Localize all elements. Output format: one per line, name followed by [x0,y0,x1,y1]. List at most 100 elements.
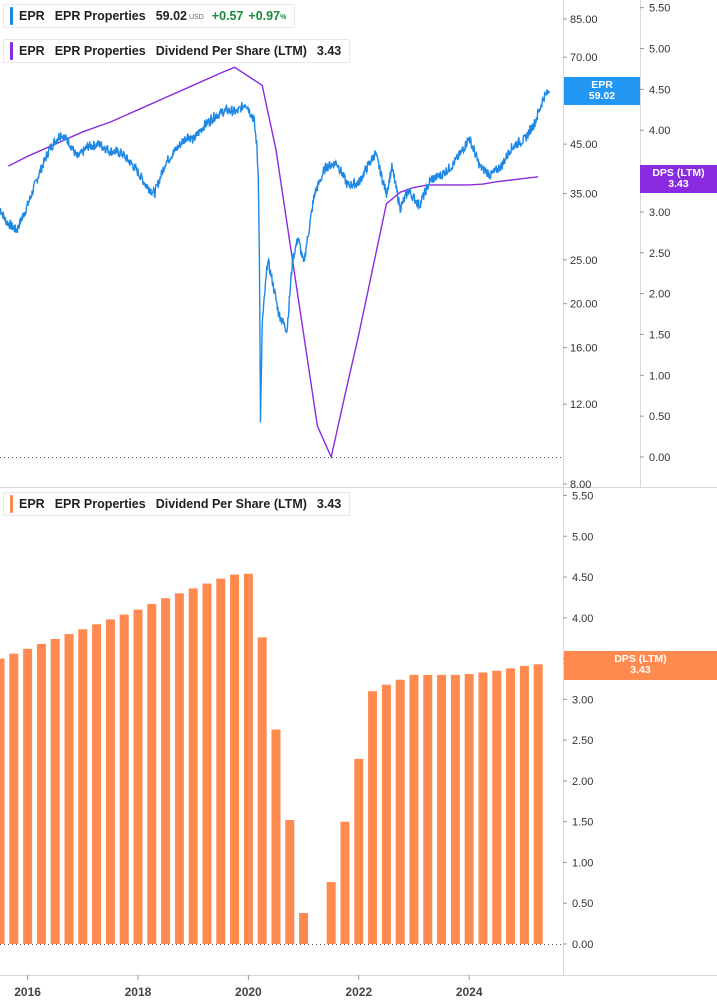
legend-metric: Dividend Per Share (LTM) [155,44,307,58]
dps-bar [423,674,433,944]
bar-y-tick-label: 5.50 [572,490,593,502]
legend-price: 59.02 [155,9,187,23]
x-tick-label: 2024 [456,985,483,999]
dps-bar [50,639,60,944]
dps-bar [105,619,115,944]
dps-bar [216,578,226,944]
dps-bar [23,648,33,944]
dps-bar [450,674,460,944]
dps-bar [161,598,171,944]
bar-y-tick-label: 1.00 [572,857,593,869]
dps-bar [257,637,267,944]
bar-legend-swatch [10,495,13,513]
dps-bar [243,573,253,944]
price-legend[interactable]: EPR EPR Properties 59.02 USD +0.57 +0.97… [3,4,296,28]
dps-line [7,66,539,460]
legend-company: EPR Properties [54,9,146,23]
dps-tick-label: 2.50 [649,248,670,260]
price-tick-label: 25.00 [570,255,598,267]
dps-bar [188,588,198,944]
bar-legend[interactable]: EPR EPR Properties Dividend Per Share (L… [3,492,351,516]
dps-tick-label: 5.00 [649,44,670,56]
dps-bar [64,634,74,944]
legend-company: EPR Properties [54,44,146,58]
dps-bar [174,593,184,944]
bar-y-tick-label: 0.50 [572,898,593,910]
dps-bar [354,758,364,944]
bar-y-tick-label: 3.00 [572,694,593,706]
dps-bar [271,729,281,944]
dps-bar [478,672,488,944]
legend-company: EPR Properties [54,497,146,511]
dps-tick-label: 4.50 [649,84,670,96]
dps-bar [395,679,405,944]
dps-bar [202,583,212,944]
dps-bars [0,573,543,944]
dps-tick-label: 1.50 [649,329,670,341]
bar-y-tick-label: 4.50 [572,572,593,584]
legend-ticker: EPR [19,44,45,58]
legend-currency: USD [189,14,204,21]
legend-change: +0.57 [211,9,244,23]
dps-bar [340,821,350,944]
dps-tag-top-label: DPS (LTM) [652,167,705,179]
dps-tick-label: 1.00 [649,370,670,382]
legend-ticker: EPR [19,497,45,511]
dps-bar [326,882,336,944]
dps-tick-label: 4.00 [649,125,670,137]
dps-bar [92,624,102,944]
price-legend-swatch [10,7,13,25]
dps-bar [230,574,240,944]
dps-legend[interactable]: EPR EPR Properties Dividend Per Share (L… [3,39,351,63]
bar-y-tick-label: 2.50 [572,735,593,747]
bar-y-tick-label: 2.00 [572,776,593,788]
dps-tick-label: 0.50 [649,411,670,423]
price-tick-label: 70.00 [570,52,598,64]
dps-tag-bottom: DPS (LTM) 3.43 [564,651,717,680]
legend-change-pct-sign: % [280,14,287,21]
price-tick-label: 45.00 [570,139,598,151]
dps-bar [492,670,502,944]
price-tick-label: 85.00 [570,14,598,26]
dps-bar [409,674,419,944]
dps-bar [147,603,157,944]
price-tick-label: 20.00 [570,299,598,311]
dps-bar [506,668,516,944]
dps-bar [119,614,129,944]
dps-bar [78,629,88,944]
dps-bar [437,674,447,944]
bar-y-tick-label: 5.00 [572,531,593,543]
legend-metric: Dividend Per Share (LTM) [155,497,307,511]
dps-bar [133,609,143,944]
dps-tick-label: 0.00 [649,452,670,464]
price-tick-label: 8.00 [570,479,591,491]
dps-legend-swatch [10,42,13,60]
price-tick-label: 35.00 [570,189,598,201]
dps-tick-label: 3.00 [649,207,670,219]
dps-bar [0,658,5,944]
x-tick-label: 2016 [14,985,41,999]
legend-change-pct: +0.97 [248,9,281,23]
legend-value: 3.43 [316,497,342,511]
dps-tag-top-value: 3.43 [668,178,689,190]
dps-tick-label: 5.50 [649,3,670,15]
legend-value: 3.43 [316,44,342,58]
x-tick-label: 2018 [125,985,152,999]
dps-bar [381,684,391,944]
price-line [0,89,550,423]
dps-bar [464,674,474,944]
dps-bar [533,664,543,944]
legend-ticker: EPR [19,9,45,23]
bar-y-tick-label: 1.50 [572,817,593,829]
bar-y-tick-label: 0.00 [572,939,593,951]
price-tag-label: EPR [591,79,613,91]
x-tick-label: 2020 [235,985,262,999]
dps-bar [368,691,378,944]
dps-bar [285,820,295,944]
dps-bar [519,665,529,944]
dps-bar [9,653,19,944]
price-tag-value: 59.02 [588,90,616,102]
dps-tag-bottom-value: 3.43 [630,664,651,676]
dps-bar [299,913,309,944]
